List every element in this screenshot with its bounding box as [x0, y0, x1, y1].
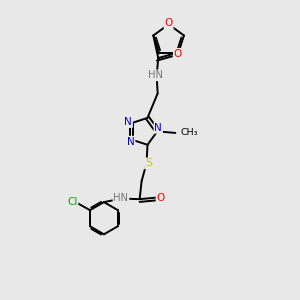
Text: O: O — [174, 49, 182, 59]
Text: Cl: Cl — [67, 197, 77, 207]
Text: CH₃: CH₃ — [181, 128, 198, 137]
Text: HN: HN — [148, 70, 163, 80]
Text: N: N — [154, 123, 162, 133]
Text: O: O — [157, 193, 165, 202]
Text: N: N — [127, 136, 135, 147]
Text: O: O — [164, 18, 173, 28]
Text: HN: HN — [113, 193, 128, 203]
Text: S: S — [145, 158, 152, 168]
Text: N: N — [124, 117, 132, 127]
